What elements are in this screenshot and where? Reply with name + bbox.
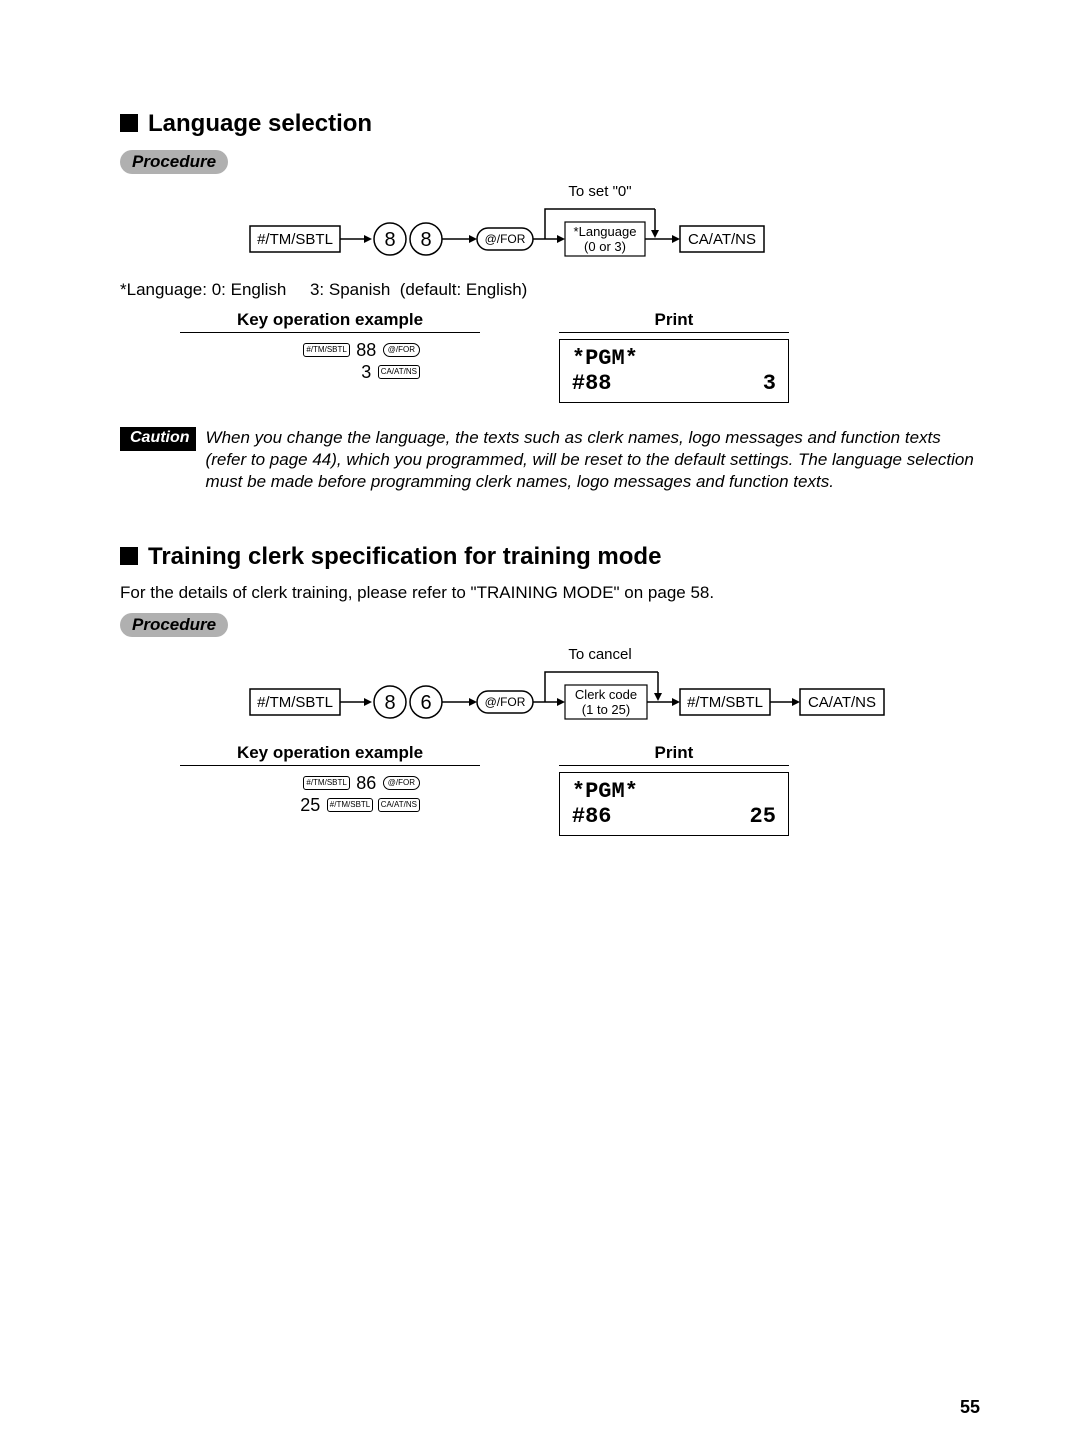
svg-text:@/FOR: @/FOR	[485, 695, 526, 709]
section1-title: Language selection	[148, 110, 372, 137]
section2-title-row: Training clerk specification for trainin…	[120, 543, 980, 571]
svg-text:CA/AT/NS: CA/AT/NS	[808, 694, 876, 711]
svg-text:8: 8	[420, 229, 431, 251]
flow2-toplabel: To cancel	[568, 647, 631, 663]
keyop-key: #/TM/SBTL	[327, 798, 373, 812]
svg-text:Clerk code: Clerk code	[575, 687, 637, 702]
procedure-pill: Procedure	[120, 150, 228, 174]
flow-diagram-2: To cancel #/TM/SBTL 8 6	[120, 647, 940, 737]
procedure-pill: Procedure	[120, 613, 228, 637]
flow-diagram-1: To set "0" #/TM/SBTL 8 8	[120, 184, 900, 274]
section2-print: *PGM* #86 25	[559, 772, 789, 836]
section2-title: Training clerk specification for trainin…	[148, 543, 661, 570]
section1-example-row: Key operation example #/TM/SBTL 88 @/FOR…	[180, 310, 980, 403]
caution-row: Caution When you change the language, th…	[120, 427, 980, 493]
keyop-num: 86	[356, 773, 376, 793]
print-header: Print	[559, 743, 789, 766]
keyop-num: 25	[300, 795, 320, 815]
section2-keyop: #/TM/SBTL 86 @/FOR 25 #/TM/SBTL CA/AT/NS	[180, 772, 480, 816]
print-line1: *PGM*	[572, 779, 776, 804]
page: Language selection Procedure To set "0" …	[0, 0, 1080, 1454]
section1-note: *Language: 0: English 3: Spanish (defaul…	[120, 280, 980, 300]
print-header: Print	[559, 310, 789, 333]
section1-print: *PGM* #88 3	[559, 339, 789, 403]
keyop-key: #/TM/SBTL	[303, 776, 349, 790]
svg-text:8: 8	[384, 692, 395, 714]
keyop-key: #/TM/SBTL	[303, 343, 349, 357]
square-bullet-icon	[120, 114, 138, 132]
keyop-key: @/FOR	[383, 776, 420, 790]
section2-example-row: Key operation example #/TM/SBTL 86 @/FOR…	[180, 743, 980, 836]
flow1-toplabel: To set "0"	[568, 184, 631, 200]
svg-text:*Language: *Language	[574, 224, 637, 239]
keyop-header: Key operation example	[180, 743, 480, 766]
print-code: #88	[572, 371, 612, 396]
svg-text:6: 6	[420, 692, 431, 714]
section2-flow: To cancel #/TM/SBTL 8 6	[120, 647, 980, 737]
svg-text:(1 to 25): (1 to 25)	[582, 702, 630, 717]
caution-badge: Caution	[120, 427, 196, 451]
section2-intro: For the details of clerk training, pleas…	[120, 583, 980, 603]
section1-title-row: Language selection	[120, 110, 980, 138]
print-line1: *PGM*	[572, 346, 776, 371]
svg-text:#/TM/SBTL: #/TM/SBTL	[257, 694, 333, 711]
keyop-num: 3	[361, 362, 371, 382]
keyop-key: CA/AT/NS	[378, 365, 420, 379]
keyop-key: @/FOR	[383, 343, 420, 357]
keyop-key: CA/AT/NS	[378, 798, 420, 812]
page-number: 55	[960, 1397, 980, 1418]
keyop-header: Key operation example	[180, 310, 480, 333]
svg-text:(0 or 3): (0 or 3)	[584, 239, 626, 254]
print-code: #86	[572, 804, 612, 829]
svg-text:8: 8	[384, 229, 395, 251]
svg-text:CA/AT/NS: CA/AT/NS	[688, 231, 756, 248]
caution-text: When you change the language, the texts …	[206, 427, 980, 493]
section1-keyop: #/TM/SBTL 88 @/FOR 3 CA/AT/NS	[180, 339, 480, 383]
print-value: 3	[763, 371, 776, 396]
section-training-clerk: Training clerk specification for trainin…	[120, 543, 980, 836]
flow1-key1: #/TM/SBTL	[257, 231, 333, 248]
section1-flow: To set "0" #/TM/SBTL 8 8	[120, 184, 980, 274]
print-value: 25	[750, 804, 776, 829]
svg-text:#/TM/SBTL: #/TM/SBTL	[687, 694, 763, 711]
keyop-num: 88	[356, 340, 376, 360]
section-language-selection: Language selection Procedure To set "0" …	[120, 110, 980, 493]
square-bullet-icon	[120, 547, 138, 565]
svg-text:@/FOR: @/FOR	[485, 232, 526, 246]
